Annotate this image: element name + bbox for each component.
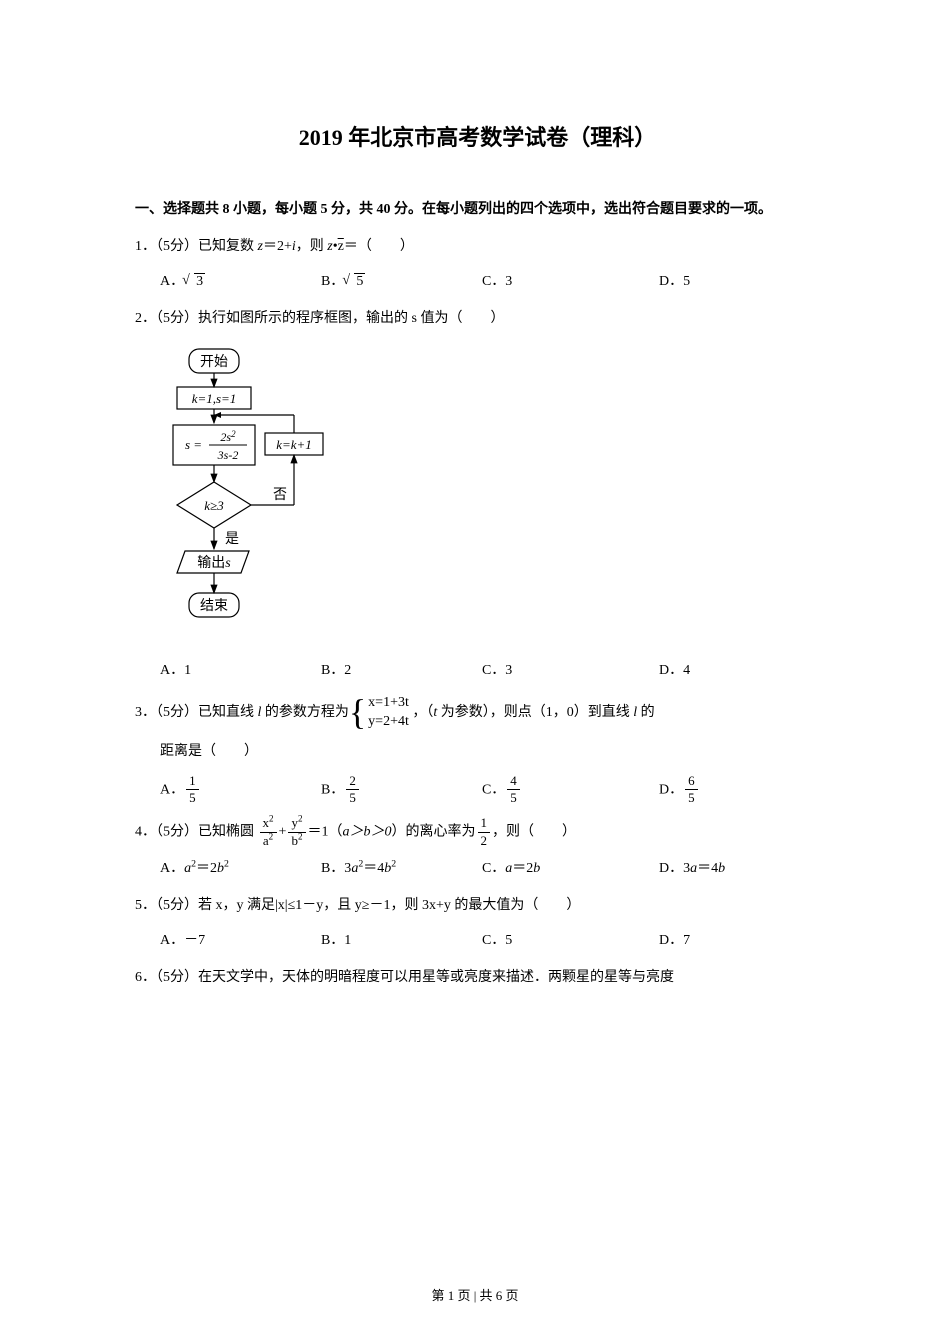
question-2: 2．（5分）执行如图所示的程序框图，输出的 s 值为（ ） bbox=[135, 304, 820, 335]
q1-b-label: B． bbox=[321, 274, 344, 289]
q3-prefix: 3．（5分）已知直线 bbox=[135, 704, 258, 719]
q3-opt-c: C．45 bbox=[482, 773, 659, 808]
q4d-mid: ＝4 bbox=[697, 861, 718, 876]
q4-mid: ）的离心率为 bbox=[392, 825, 476, 840]
q1-opt-d: D．5 bbox=[659, 268, 820, 296]
q1-opt-a: A． 3 bbox=[160, 268, 321, 296]
q3-options: A．15 B．25 C．45 D．65 bbox=[135, 773, 820, 808]
q4b-pre: B．3 bbox=[321, 861, 351, 876]
question-6: 6．（5分）在天文学中，天体的明暗程度可以用星等或亮度来描述．两颗星的星等与亮度 bbox=[135, 963, 820, 994]
q3-sys1: x=1+3t bbox=[368, 693, 409, 713]
q1-suffix: ＝（ ） bbox=[344, 239, 414, 254]
fc-init: k=1,s=1 bbox=[192, 391, 237, 406]
q1-a-val: 3 bbox=[194, 273, 205, 289]
q4-opt-d: D．3a＝4b bbox=[659, 855, 820, 883]
q4-eq: ＝1（ bbox=[308, 825, 343, 840]
q3-sys2: y=2+4t bbox=[368, 712, 409, 732]
q3-d-label: D． bbox=[659, 782, 683, 797]
q5-options: A．－7 B．1 C．5 D．7 bbox=[135, 927, 820, 955]
q2-opt-d: D．4 bbox=[659, 657, 820, 685]
q4a-b: b bbox=[217, 861, 224, 876]
q3-opt-b: B．25 bbox=[321, 773, 482, 808]
q1-options: A． 3 B． 5 C．3 D．5 bbox=[135, 268, 820, 296]
flowchart: 开始 k=1,s=1 s = 2s2 3s-2 k=k+1 k≥3 bbox=[165, 347, 820, 645]
q3-c-den: 5 bbox=[507, 790, 520, 807]
page-title: 2019 年北京市高考数学试卷（理科） bbox=[135, 120, 820, 152]
fc-cond: k≥3 bbox=[204, 498, 224, 513]
fc-start: 开始 bbox=[200, 354, 228, 370]
q4-opt-b: B．3a2＝4b2 bbox=[321, 855, 482, 883]
q4d-b: b bbox=[718, 861, 725, 876]
q1-b-val: 5 bbox=[354, 273, 365, 289]
q5-opt-a: A．－7 bbox=[160, 927, 321, 955]
q1-text: 1．（5分）已知复数 bbox=[135, 239, 258, 254]
q2-opt-a: A．1 bbox=[160, 657, 321, 685]
q3-opt-a: A．15 bbox=[160, 773, 321, 808]
q4-ratn: 1 bbox=[478, 815, 491, 833]
q4c-b: b bbox=[533, 861, 540, 876]
q1-mid: ＝2+ bbox=[263, 239, 292, 254]
q4-suffix: ，则（ ） bbox=[492, 825, 576, 840]
flowchart-svg: 开始 k=1,s=1 s = 2s2 3s-2 k=k+1 k≥3 bbox=[165, 347, 355, 645]
q4-opt-a: A．a2＝2b2 bbox=[160, 855, 321, 883]
q2-opt-b: B．2 bbox=[321, 657, 482, 685]
q4-opt-c: C．a＝2b bbox=[482, 855, 659, 883]
q3-d-num: 6 bbox=[685, 773, 698, 791]
q4c-mid: ＝2 bbox=[512, 861, 533, 876]
q3-b-den: 5 bbox=[346, 790, 359, 807]
q3-mid1: 的参数方程为 bbox=[261, 704, 349, 719]
exam-page: 2019 年北京市高考数学试卷（理科） 一、选择题共 8 小题，每小题 5 分，… bbox=[0, 0, 950, 1344]
q5-opt-c: C．5 bbox=[482, 927, 659, 955]
q4a-pre: A． bbox=[160, 861, 184, 876]
q3-mid2: ，（ bbox=[412, 704, 433, 719]
q3-c-num: 4 bbox=[507, 773, 520, 791]
q5-opt-d: D．7 bbox=[659, 927, 820, 955]
fc-calc-den: 3s-2 bbox=[217, 448, 239, 462]
fc-yes: 是 bbox=[225, 532, 239, 547]
svg-text:输出s: 输出s bbox=[197, 555, 231, 571]
q3-b-num: 2 bbox=[346, 773, 359, 791]
q3-c-label: C． bbox=[482, 782, 505, 797]
question-1: 1．（5分）已知复数 z＝2+i，则 z•z＝（ ） bbox=[135, 232, 820, 263]
q1-opt-c: C．3 bbox=[482, 268, 659, 296]
question-3: 3．（5分）已知直线 l 的参数方程为{x=1+3ty=2+4t ，（t 为参数… bbox=[135, 693, 820, 732]
svg-text:2s2: 2s2 bbox=[220, 429, 236, 444]
fc-no: 否 bbox=[273, 488, 287, 503]
page-number: 第 1 页 | 共 6 页 bbox=[0, 1285, 950, 1304]
q3-a-num: 1 bbox=[186, 773, 199, 791]
q4d-pre: D．3 bbox=[659, 861, 690, 876]
q4-ratd: 2 bbox=[478, 833, 491, 850]
q3-cont: 距离是（ ） bbox=[135, 737, 820, 768]
question-4: 4．（5分）已知椭圆 x2a2+y2b2＝1（a＞b＞0）的离心率为12，则（ … bbox=[135, 815, 820, 850]
section-heading: 一、选择题共 8 小题，每小题 5 分，共 40 分。在每小题列出的四个选项中，… bbox=[135, 192, 820, 227]
q4-prefix: 4．（5分）已知椭圆 bbox=[135, 825, 254, 840]
q1-opt-b: B． 5 bbox=[321, 268, 482, 296]
q4a-mid: ＝2 bbox=[196, 861, 217, 876]
q3-mid3: 为参数），则点（1，0）到直线 bbox=[437, 704, 633, 719]
q4-options: A．a2＝2b2 B．3a2＝4b2 C．a＝2b D．3a＝4b bbox=[135, 855, 820, 883]
q2-opt-c: C．3 bbox=[482, 657, 659, 685]
q1-mid2: ，则 bbox=[296, 239, 328, 254]
svg-text:s =: s = bbox=[185, 437, 202, 452]
question-5: 5．（5分）若 x，y 满足|x|≤1－y，且 y≥－1，则 3x+y 的最大值… bbox=[135, 891, 820, 922]
q5-opt-b: B．1 bbox=[321, 927, 482, 955]
q4-cond: a＞b＞0 bbox=[343, 825, 392, 840]
fc-end: 结束 bbox=[200, 598, 228, 614]
q2-options: A．1 B．2 C．3 D．4 bbox=[135, 657, 820, 685]
q3-a-den: 5 bbox=[186, 790, 199, 807]
q3-b-label: B． bbox=[321, 782, 344, 797]
q4-plus: + bbox=[279, 825, 287, 840]
q1-a-label: A． bbox=[160, 274, 184, 289]
q4c-pre: C． bbox=[482, 861, 505, 876]
q3-a-label: A． bbox=[160, 782, 184, 797]
q4b-mid: ＝4 bbox=[363, 861, 384, 876]
fc-inc: k=k+1 bbox=[276, 437, 312, 452]
q3-opt-d: D．65 bbox=[659, 773, 820, 808]
q3-d-den: 5 bbox=[685, 790, 698, 807]
q3-suffix: 的 bbox=[637, 704, 655, 719]
